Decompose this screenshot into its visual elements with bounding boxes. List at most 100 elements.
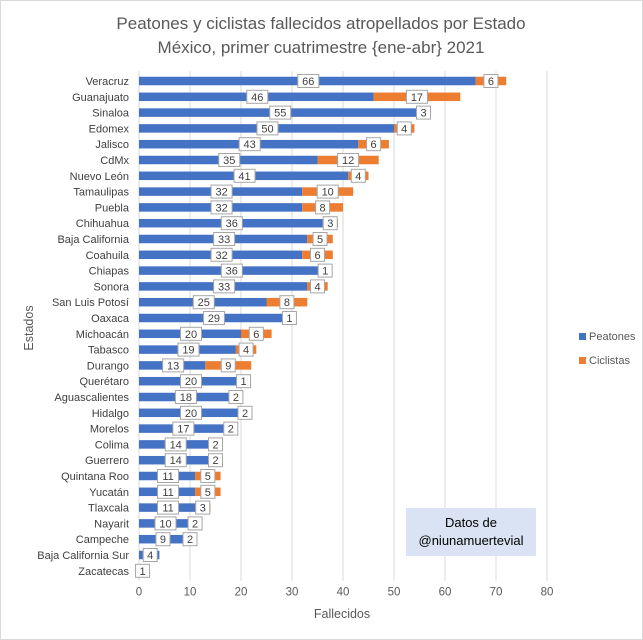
data-label: 8 bbox=[284, 297, 290, 309]
data-label: 36 bbox=[226, 218, 238, 230]
data-label: 4 bbox=[401, 123, 407, 135]
data-label: 13 bbox=[167, 360, 179, 372]
data-label: 1 bbox=[139, 566, 145, 578]
category-label: Nuevo León bbox=[70, 171, 129, 183]
data-label: 4 bbox=[355, 171, 361, 183]
data-label-box bbox=[162, 358, 185, 373]
data-label: 17 bbox=[411, 92, 423, 104]
data-label: 12 bbox=[342, 155, 354, 167]
x-tick-label: 50 bbox=[388, 587, 401, 599]
data-label: 50 bbox=[261, 123, 273, 135]
data-label-box bbox=[210, 247, 233, 262]
x-tick-label: 20 bbox=[235, 587, 248, 599]
category-label: Querétaro bbox=[79, 376, 129, 388]
data-label-box bbox=[366, 137, 382, 152]
data-label: 25 bbox=[198, 297, 210, 309]
data-label: 6 bbox=[253, 329, 259, 341]
data-label-box bbox=[238, 342, 254, 357]
bars bbox=[139, 76, 507, 576]
data-label: 43 bbox=[244, 139, 256, 151]
data-label-box bbox=[157, 484, 180, 499]
data-label-box bbox=[213, 279, 236, 294]
data-label-box bbox=[208, 453, 223, 468]
data-label: 8 bbox=[320, 202, 326, 214]
data-label: 2 bbox=[187, 534, 193, 546]
source-note: Datos de @niunamuertevial bbox=[406, 508, 536, 556]
category-label: Michoacán bbox=[76, 329, 129, 341]
data-label-box bbox=[337, 153, 360, 167]
x-tick-label: 40 bbox=[337, 587, 350, 599]
data-label: 32 bbox=[215, 202, 227, 214]
data-label-box bbox=[322, 216, 338, 231]
category-label: Sinaloa bbox=[92, 108, 130, 120]
legend-swatch-ciclistas bbox=[579, 357, 586, 364]
data-label-box bbox=[200, 484, 216, 499]
data-label: 1 bbox=[286, 313, 292, 325]
data-label-box bbox=[157, 469, 180, 483]
category-label: Edomex bbox=[89, 123, 130, 135]
data-label-box bbox=[220, 216, 243, 231]
data-label-box bbox=[172, 421, 195, 436]
data-label: 5 bbox=[205, 471, 211, 483]
data-label-box bbox=[220, 358, 236, 373]
category-label: Hidalgo bbox=[92, 408, 129, 420]
data-label: 35 bbox=[223, 155, 235, 167]
data-label-box bbox=[256, 121, 279, 136]
data-label-box bbox=[180, 405, 202, 420]
x-tick-label: 10 bbox=[184, 587, 197, 599]
data-label: 2 bbox=[212, 455, 218, 467]
data-label: 20 bbox=[185, 408, 197, 420]
data-label-box bbox=[210, 200, 233, 215]
category-label: Guerrero bbox=[85, 455, 129, 467]
data-label-box bbox=[233, 168, 256, 183]
data-label-box bbox=[396, 121, 412, 136]
category-label: Puebla bbox=[95, 202, 130, 214]
data-label-box bbox=[164, 437, 187, 452]
data-label: 46 bbox=[251, 92, 263, 104]
data-label: 33 bbox=[218, 234, 230, 246]
category-label: Chihuahua bbox=[76, 218, 130, 230]
data-label-box bbox=[213, 232, 236, 246]
data-label-box bbox=[157, 500, 180, 515]
data-label-box bbox=[317, 263, 333, 278]
data-label: 11 bbox=[162, 487, 173, 499]
data-label-box bbox=[210, 184, 233, 199]
category-label: Aguascalientes bbox=[54, 392, 129, 404]
chart-title: Peatones y ciclistas fallecidos atropell… bbox=[116, 14, 525, 33]
data-label-box bbox=[200, 469, 216, 483]
chart-subtitle: México, primer cuatrimestre {ene-abr} 20… bbox=[158, 38, 485, 57]
category-label: Quintana Roo bbox=[61, 471, 129, 483]
data-label-box bbox=[237, 405, 253, 420]
data-label-box bbox=[246, 89, 269, 104]
source-note-line2: @niunamuertevial bbox=[418, 533, 524, 548]
category-label: Zacatecas bbox=[78, 566, 129, 578]
legend-label-peatones: Peatones bbox=[589, 331, 636, 343]
data-label: 10 bbox=[322, 187, 334, 199]
data-label-box bbox=[238, 137, 261, 152]
data-label: 2 bbox=[242, 408, 248, 420]
data-label: 11 bbox=[162, 503, 173, 515]
data-label-box bbox=[269, 105, 292, 120]
data-label-box bbox=[228, 390, 244, 404]
data-label: 6 bbox=[488, 76, 494, 88]
x-tick-label: 30 bbox=[286, 587, 299, 599]
category-label: Morelos bbox=[90, 424, 130, 436]
data-label-box bbox=[310, 279, 325, 294]
category-label: Veracruz bbox=[86, 76, 129, 88]
category-label: Tabasco bbox=[88, 345, 129, 357]
category-label: Nayarit bbox=[94, 518, 129, 530]
data-label: 33 bbox=[218, 281, 230, 293]
data-label: 4 bbox=[147, 550, 153, 562]
data-label-box bbox=[192, 295, 215, 310]
x-tick-label: 80 bbox=[541, 587, 554, 599]
category-label: Sonora bbox=[94, 281, 130, 293]
category-label: Campeche bbox=[76, 534, 129, 546]
data-label-box bbox=[312, 232, 328, 246]
legend-label-ciclistas: Ciclistas bbox=[589, 355, 630, 367]
data-label-box bbox=[155, 532, 171, 547]
data-label-box bbox=[218, 153, 241, 167]
data-label: 3 bbox=[200, 503, 206, 515]
data-label: 2 bbox=[192, 518, 198, 530]
